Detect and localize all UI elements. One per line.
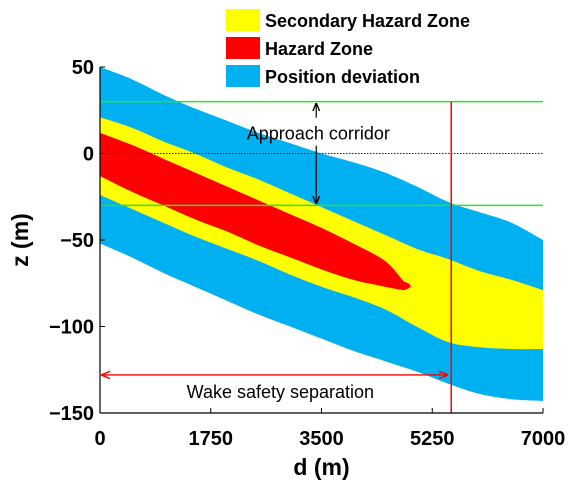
approach-corridor-label: Approach corridor — [247, 124, 390, 144]
y-tick-label: 0 — [83, 144, 94, 166]
x-tick-label: 1750 — [189, 428, 234, 450]
wake-safety-separation-label: Wake safety separation — [187, 382, 374, 402]
x-tick-label: 5250 — [410, 428, 455, 450]
x-axis-label: d (m) — [293, 454, 349, 480]
legend-label-position: Position deviation — [265, 67, 420, 87]
reference-lines-layer — [100, 100, 543, 413]
legend-swatch-position — [226, 65, 260, 87]
y-axis-label: z (m) — [7, 213, 33, 267]
zones-layer — [100, 67, 543, 401]
x-tick-label: 3500 — [299, 428, 344, 450]
legend-swatch-hazard — [226, 37, 260, 59]
x-tick-label: 0 — [94, 428, 105, 450]
y-tick-label: −50 — [60, 230, 94, 252]
legend-background — [223, 6, 491, 92]
y-tick-label: −150 — [49, 403, 94, 425]
axes-layer — [99, 66, 544, 414]
legend-label-secondary: Secondary Hazard Zone — [265, 11, 470, 31]
x-tick-label: 7000 — [521, 428, 566, 450]
zone-hazard-zone — [100, 132, 411, 291]
legend: Secondary Hazard Zone Hazard Zone Position… — [223, 6, 491, 92]
annotations-layer: Approach corridor Wake safety separation — [187, 124, 390, 403]
legend-swatch-secondary — [226, 9, 260, 31]
legend-label-hazard: Hazard Zone — [265, 39, 373, 59]
y-tick-label: 50 — [72, 57, 94, 79]
y-tick-label: −100 — [49, 317, 94, 339]
